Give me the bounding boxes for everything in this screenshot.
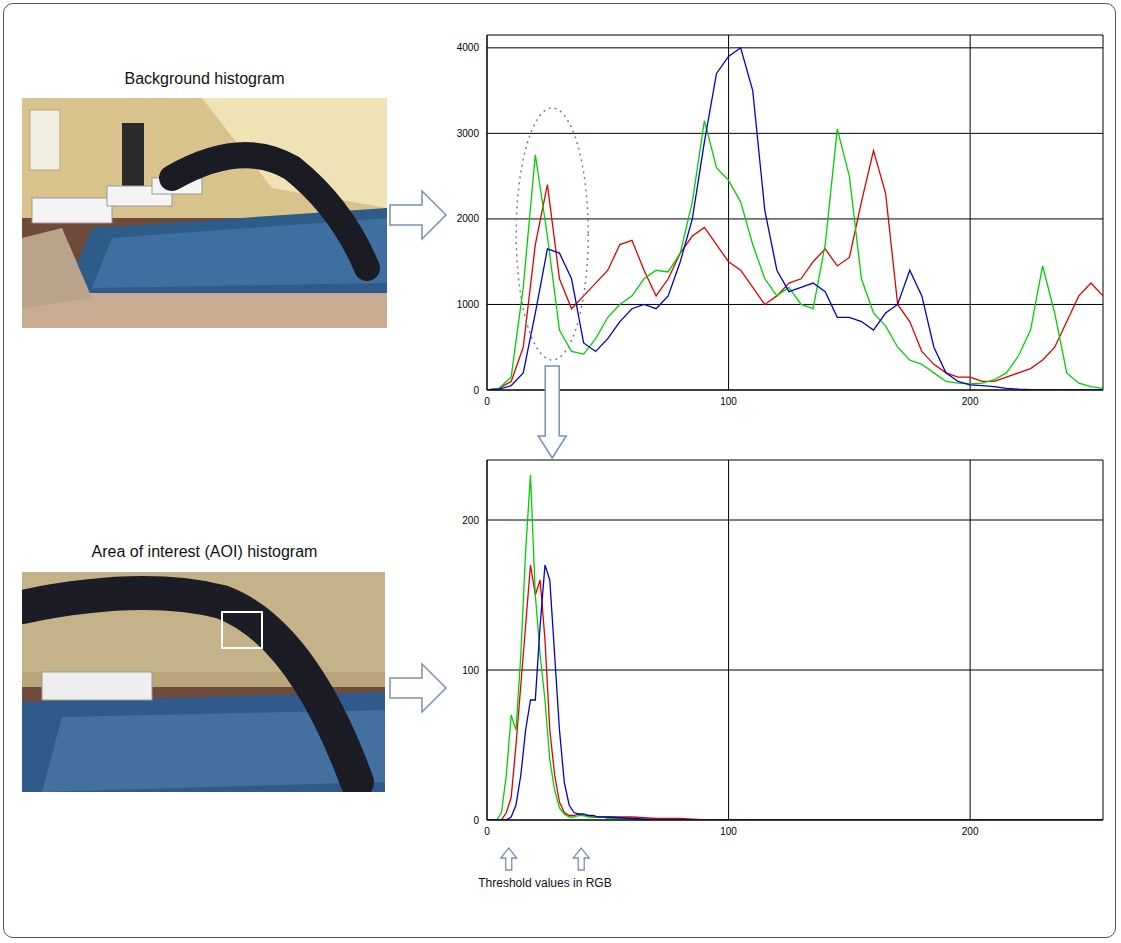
svg-text:100: 100 [720, 396, 737, 407]
svg-text:0: 0 [473, 385, 479, 396]
svg-text:0: 0 [473, 815, 479, 826]
html-text:Area of interest (AOI) histogr: Area of interest (AOI) histogram [91, 543, 318, 560]
svg-text:3000: 3000 [457, 128, 480, 139]
svg-text:100: 100 [720, 826, 737, 837]
svg-text:100: 100 [462, 665, 479, 676]
svg-text:2000: 2000 [457, 213, 480, 224]
html-text:Threshold values in RGB: Threshold values in RGB [478, 876, 612, 890]
svg-text:200: 200 [962, 396, 979, 407]
svg-text:200: 200 [962, 826, 979, 837]
svg-text:4000: 4000 [457, 42, 480, 53]
svg-text:1000: 1000 [457, 299, 480, 310]
html-text:Background histogram: Background histogram [124, 70, 285, 87]
svg-text:200: 200 [462, 515, 479, 526]
svg-text:0: 0 [484, 826, 490, 837]
svg-text:0: 0 [484, 396, 490, 407]
